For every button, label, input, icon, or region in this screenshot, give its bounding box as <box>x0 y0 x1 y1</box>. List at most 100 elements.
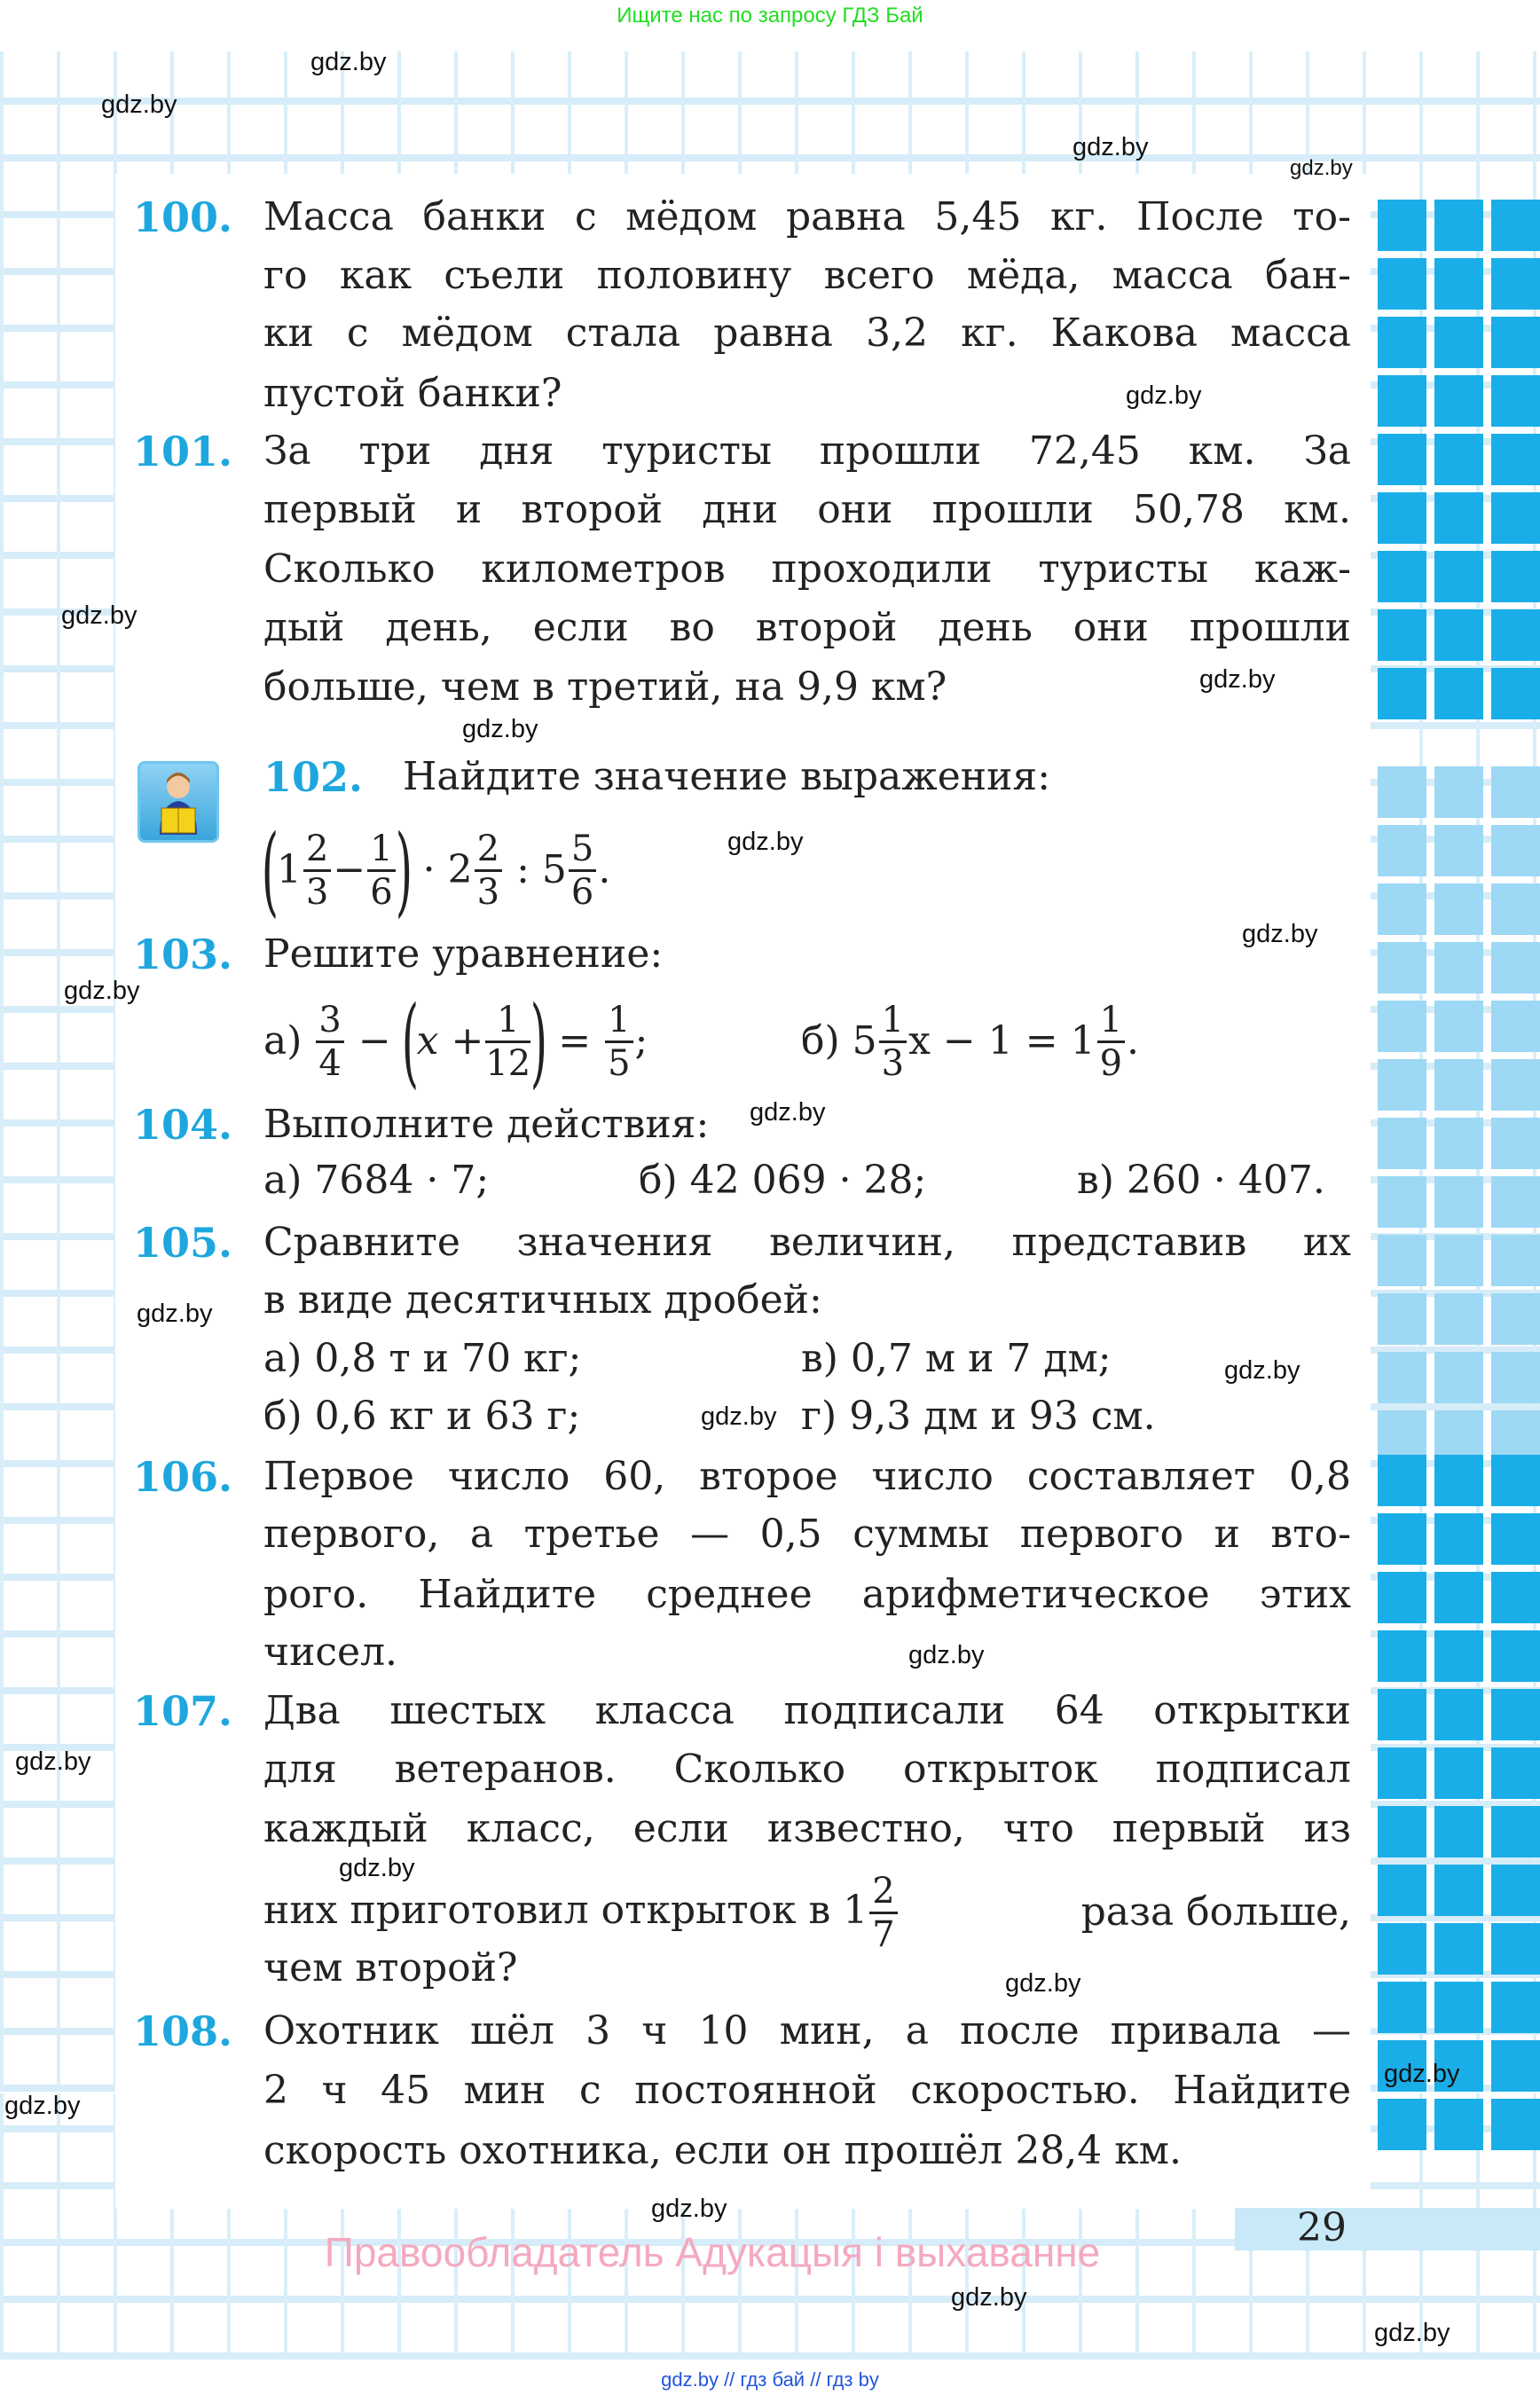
square <box>1378 1923 1426 1975</box>
square <box>1378 1747 1426 1799</box>
square <box>1491 1455 1540 1506</box>
square <box>1434 1806 1483 1857</box>
square <box>1434 1410 1483 1462</box>
square <box>1378 1689 1426 1740</box>
square <box>1378 375 1426 427</box>
square <box>1378 609 1426 661</box>
watermark: gdz.by <box>462 715 538 743</box>
square <box>1378 1059 1426 1111</box>
square <box>1378 492 1426 544</box>
square <box>1491 1118 1540 1169</box>
watermark: gdz.by <box>1126 381 1202 410</box>
square <box>1378 200 1426 251</box>
square <box>1378 1410 1426 1462</box>
square <box>1434 1923 1483 1975</box>
watermark: gdz.by <box>750 1098 826 1127</box>
problem-text: первый и второй дни они прошли 50,78 км. <box>263 487 1351 532</box>
watermark: gdz.by <box>4 2092 81 2120</box>
square <box>1434 1176 1483 1228</box>
square <box>1378 1176 1426 1228</box>
watermark: gdz.by <box>1374 2319 1450 2347</box>
expression: (1 2 3−1 6) · 2 2 3:5 5 6. <box>261 813 611 927</box>
task-item: г) 9,3 дм и 93 см. <box>801 1394 1156 1439</box>
square <box>1378 2099 1426 2150</box>
watermark: gdz.by <box>1290 156 1353 180</box>
square <box>1378 1513 1426 1565</box>
square <box>1378 551 1426 602</box>
square <box>1434 375 1483 427</box>
problem-text: Два шестых класса подписали 64 открытки <box>263 1688 1351 1733</box>
problem-text: в виде десятичных дробей: <box>263 1277 822 1323</box>
problem-text: Найдите значение выражения: <box>403 754 1051 799</box>
square <box>1378 825 1426 876</box>
watermark: gdz.by <box>101 90 177 119</box>
watermark: gdz.by <box>64 977 140 1005</box>
square <box>1491 1059 1540 1111</box>
watermark: gdz.by <box>727 828 804 856</box>
problem-text: ки с мёдом стала равна 3,2 кг. Какова ма… <box>263 310 1351 356</box>
square <box>1378 1982 1426 2033</box>
equation-a: а) 3 4−(x +1 12) = 1 5; <box>263 985 648 1098</box>
square <box>1434 317 1483 368</box>
problem-number: 106. <box>133 1453 233 1501</box>
square <box>1378 1572 1426 1623</box>
problem-text: Выполните действия: <box>263 1102 710 1147</box>
square <box>1491 1235 1540 1286</box>
problem-text: скорость охотника, если он прошёл 28,4 к… <box>263 2128 1182 2173</box>
problem-number: 108. <box>133 2007 233 2055</box>
square <box>1491 434 1540 485</box>
square <box>1491 1176 1540 1228</box>
watermark: gdz.by <box>310 48 387 76</box>
problem-text: Масса банки с мёдом равна 5,45 кг. После… <box>263 194 1351 240</box>
square <box>1378 1293 1426 1345</box>
square <box>1491 1630 1540 1682</box>
problem-text: рого. Найдите среднее арифметическое эти… <box>263 1572 1351 1617</box>
square <box>1434 668 1483 719</box>
square <box>1378 883 1426 935</box>
square <box>1491 1572 1540 1623</box>
task-item: б) 42 069 · 28; <box>639 1158 927 1203</box>
page-number: 29 <box>1297 2205 1347 2250</box>
square <box>1491 1293 1540 1345</box>
problem-text: Первое число 60, второе число составляет… <box>263 1454 1351 1499</box>
watermark: gdz.by <box>1005 1969 1081 1998</box>
square <box>1434 200 1483 251</box>
square <box>1434 1747 1483 1799</box>
problem-text: первого, а третье — 0,5 суммы первого и … <box>263 1512 1351 1557</box>
problem-text: 2 ч 45 мин с постоянной скоростью. Найди… <box>263 2068 1351 2113</box>
problem-text: больше, чем в третий, на 9,9 км? <box>263 664 947 710</box>
square <box>1434 1982 1483 2033</box>
bottom-banner[interactable]: gdz.by // гдз бай // гдз by <box>661 2368 879 2391</box>
square <box>1378 942 1426 993</box>
square <box>1491 1865 1540 1916</box>
problem-number: 104. <box>133 1101 233 1149</box>
square <box>1491 1806 1540 1857</box>
square <box>1491 766 1540 818</box>
watermark: gdz.by <box>137 1300 213 1328</box>
square <box>1491 1513 1540 1565</box>
square <box>1491 1982 1540 2033</box>
square <box>1434 1572 1483 1623</box>
watermark: gdz.by <box>339 1854 415 1882</box>
problem-text: го как съели половину всего мёда, масса … <box>263 253 1351 298</box>
top-banner[interactable]: Ищите нас по запросу ГДЗ Бай <box>617 4 923 27</box>
watermark: gdz.by <box>15 1747 91 1776</box>
square <box>1434 2099 1483 2150</box>
task-item: а) 7684 · 7; <box>263 1158 490 1203</box>
square <box>1378 766 1426 818</box>
square <box>1491 1747 1540 1799</box>
square <box>1491 1001 1540 1052</box>
square <box>1434 883 1483 935</box>
problem-text: За три дня туристы прошли 72,45 км. За <box>263 428 1351 474</box>
watermark: gdz.by <box>951 2283 1027 2312</box>
square <box>1434 551 1483 602</box>
problem-number: 105. <box>133 1219 233 1267</box>
square <box>1491 258 1540 310</box>
square <box>1491 942 1540 993</box>
watermark: gdz.by <box>1384 2060 1460 2088</box>
watermark: gdz.by <box>908 1641 985 1669</box>
problem-number: 102. <box>263 753 364 801</box>
problem-number: 100. <box>133 193 233 241</box>
watermark: gdz.by <box>651 2195 727 2223</box>
